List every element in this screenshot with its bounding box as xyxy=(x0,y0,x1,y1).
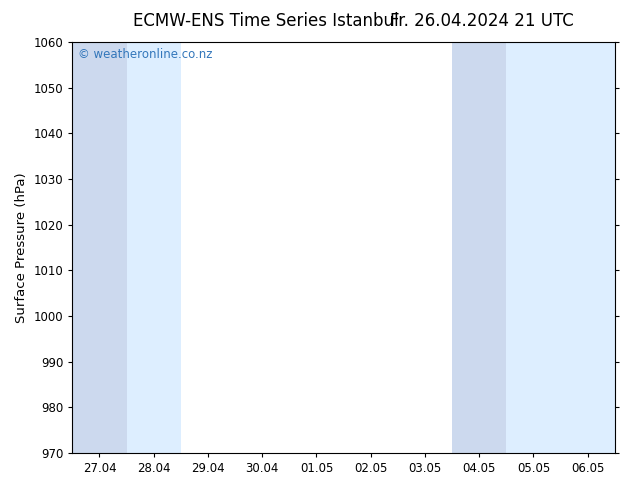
Text: Fr. 26.04.2024 21 UTC: Fr. 26.04.2024 21 UTC xyxy=(390,12,574,30)
Bar xyxy=(452,42,507,453)
Bar xyxy=(127,42,181,453)
Bar xyxy=(560,42,615,453)
Bar xyxy=(72,42,127,453)
Y-axis label: Surface Pressure (hPa): Surface Pressure (hPa) xyxy=(15,172,28,323)
Bar xyxy=(452,42,507,453)
Bar xyxy=(72,42,127,453)
Text: © weatheronline.co.nz: © weatheronline.co.nz xyxy=(78,48,212,61)
Bar xyxy=(507,42,560,453)
Text: ECMW-ENS Time Series Istanbul: ECMW-ENS Time Series Istanbul xyxy=(134,12,399,30)
